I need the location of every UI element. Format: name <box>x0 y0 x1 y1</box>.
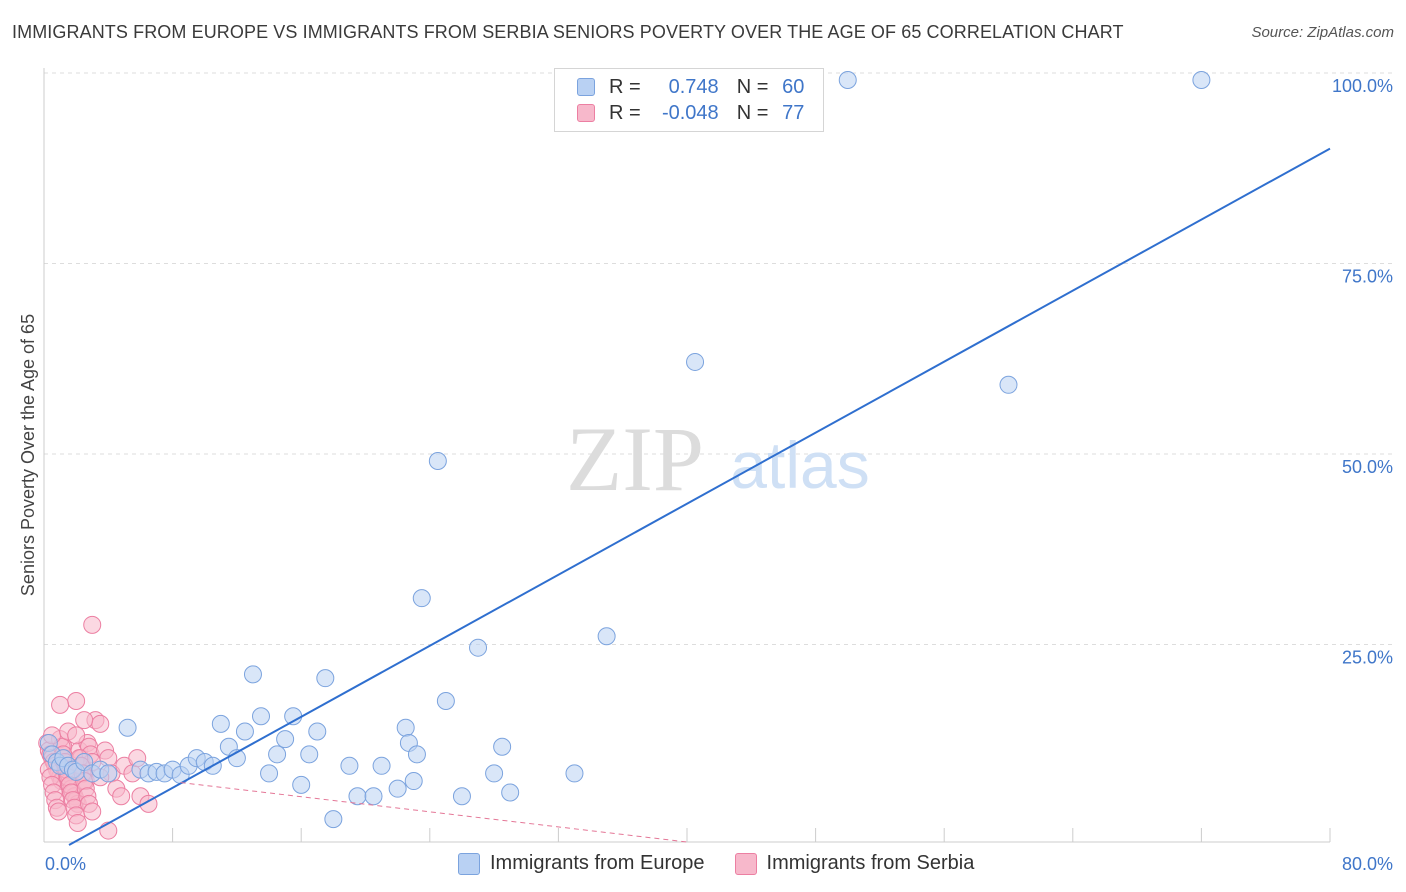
europe-point-12 <box>118 718 137 737</box>
europe-trend-line <box>68 147 1331 846</box>
europe-point-40 <box>364 787 383 806</box>
europe-point-52 <box>485 764 504 783</box>
europe-point-36 <box>316 669 335 688</box>
watermark-atlas: atlas <box>730 428 869 502</box>
x-tick-label-max: 80.0% <box>1342 854 1393 874</box>
legend-europe-n-label: N = <box>736 75 769 98</box>
legend-europe-n-value: 60 <box>782 75 805 98</box>
series-legend-serbia: Immigrants from Serbia <box>734 852 975 875</box>
legend-europe-r-label: R = <box>609 75 641 98</box>
europe-point-34 <box>300 745 319 764</box>
watermark: ZIP atlas <box>566 408 870 510</box>
europe-point-11 <box>99 764 118 783</box>
serbia-point-69 <box>51 695 70 714</box>
y-tick-label-2: 75.0% <box>1342 267 1393 287</box>
europe-point-47 <box>412 589 431 608</box>
legend-row-serbia: R = -0.048 N = 77 <box>577 100 804 126</box>
serbia-point-71 <box>75 711 94 730</box>
serbia-point-75 <box>99 821 118 840</box>
series-legend-serbia-label: Immigrants from Serbia <box>766 852 975 874</box>
legend-row-europe: R = 0.748 N = 60 <box>577 74 804 100</box>
europe-point-43 <box>396 718 415 737</box>
serbia-point-55 <box>83 802 102 821</box>
europe-point-60 <box>1192 71 1211 89</box>
serbia-point-62 <box>112 787 131 806</box>
europe-point-27 <box>243 665 262 684</box>
legend-swatch-serbia <box>577 104 595 122</box>
europe-point-31 <box>276 730 295 749</box>
legend-serbia-r-value: -0.048 <box>661 101 719 124</box>
europe-point-58 <box>838 71 857 89</box>
europe-point-59 <box>999 375 1018 394</box>
axes <box>43 68 1331 843</box>
europe-point-48 <box>428 452 447 470</box>
europe-point-30 <box>268 745 287 764</box>
legend-serbia-n-label: N = <box>736 101 769 124</box>
serbia-trend-line <box>180 782 688 843</box>
y-tick-label-1: 50.0% <box>1342 457 1393 477</box>
europe-point-42 <box>388 779 407 798</box>
europe-point-23 <box>211 714 230 733</box>
europe-point-57 <box>686 352 705 371</box>
europe-point-29 <box>260 764 279 783</box>
series-europe-points <box>39 71 1211 829</box>
watermark-zip: ZIP <box>566 408 704 510</box>
europe-point-50 <box>452 787 471 806</box>
europe-point-46 <box>407 745 426 764</box>
europe-point-35 <box>308 722 327 741</box>
serbia-point-35 <box>49 802 68 821</box>
europe-point-53 <box>493 737 512 756</box>
series-legend-europe-label: Immigrants from Europe <box>490 852 705 874</box>
legend-europe-r-value: 0.748 <box>668 75 719 98</box>
y-axis-title: Seniors Poverty Over the Age of 65 <box>18 314 38 596</box>
series-legend: Immigrants from Europe Immigrants from S… <box>458 852 1004 875</box>
serbia-point-70 <box>83 615 102 634</box>
europe-point-37 <box>324 810 343 829</box>
legend-serbia-r-label: R = <box>609 101 641 124</box>
grid-lines <box>44 72 1395 645</box>
serbia-point-74 <box>67 726 86 745</box>
chart-title: IMMIGRANTS FROM EUROPE VS IMMIGRANTS FRO… <box>12 22 1124 42</box>
correlation-legend: R = 0.748 N = 60 R = -0.048 N = 77 <box>554 68 824 132</box>
y-tick-labels: 25.0% 50.0% 75.0% 100.0% <box>1332 76 1393 668</box>
legend-swatch-europe <box>577 78 595 96</box>
trend-lines <box>68 147 1331 846</box>
europe-point-55 <box>565 764 584 783</box>
serbia-point-47 <box>68 813 87 832</box>
serbia-point-57 <box>91 714 110 733</box>
europe-point-45 <box>404 772 423 791</box>
series-legend-serbia-swatch <box>734 852 757 875</box>
europe-point-54 <box>501 783 520 802</box>
europe-point-38 <box>340 756 359 775</box>
europe-point-41 <box>372 756 391 775</box>
source-label: Source: ZipAtlas.com <box>1251 24 1394 41</box>
europe-point-26 <box>235 722 254 741</box>
y-tick-label-3: 100.0% <box>1332 76 1393 96</box>
series-legend-europe-swatch <box>458 852 480 875</box>
europe-point-33 <box>292 775 311 794</box>
europe-point-51 <box>469 638 488 657</box>
serbia-point-68 <box>67 692 86 711</box>
y-tick-label-0: 25.0% <box>1342 648 1393 668</box>
series-legend-europe: Immigrants from Europe <box>458 852 705 875</box>
legend-serbia-n-value: 77 <box>782 101 805 124</box>
europe-point-56 <box>597 627 616 646</box>
europe-point-28 <box>252 707 271 726</box>
x-tick-label-min: 0.0% <box>45 854 86 874</box>
europe-point-49 <box>436 692 455 711</box>
